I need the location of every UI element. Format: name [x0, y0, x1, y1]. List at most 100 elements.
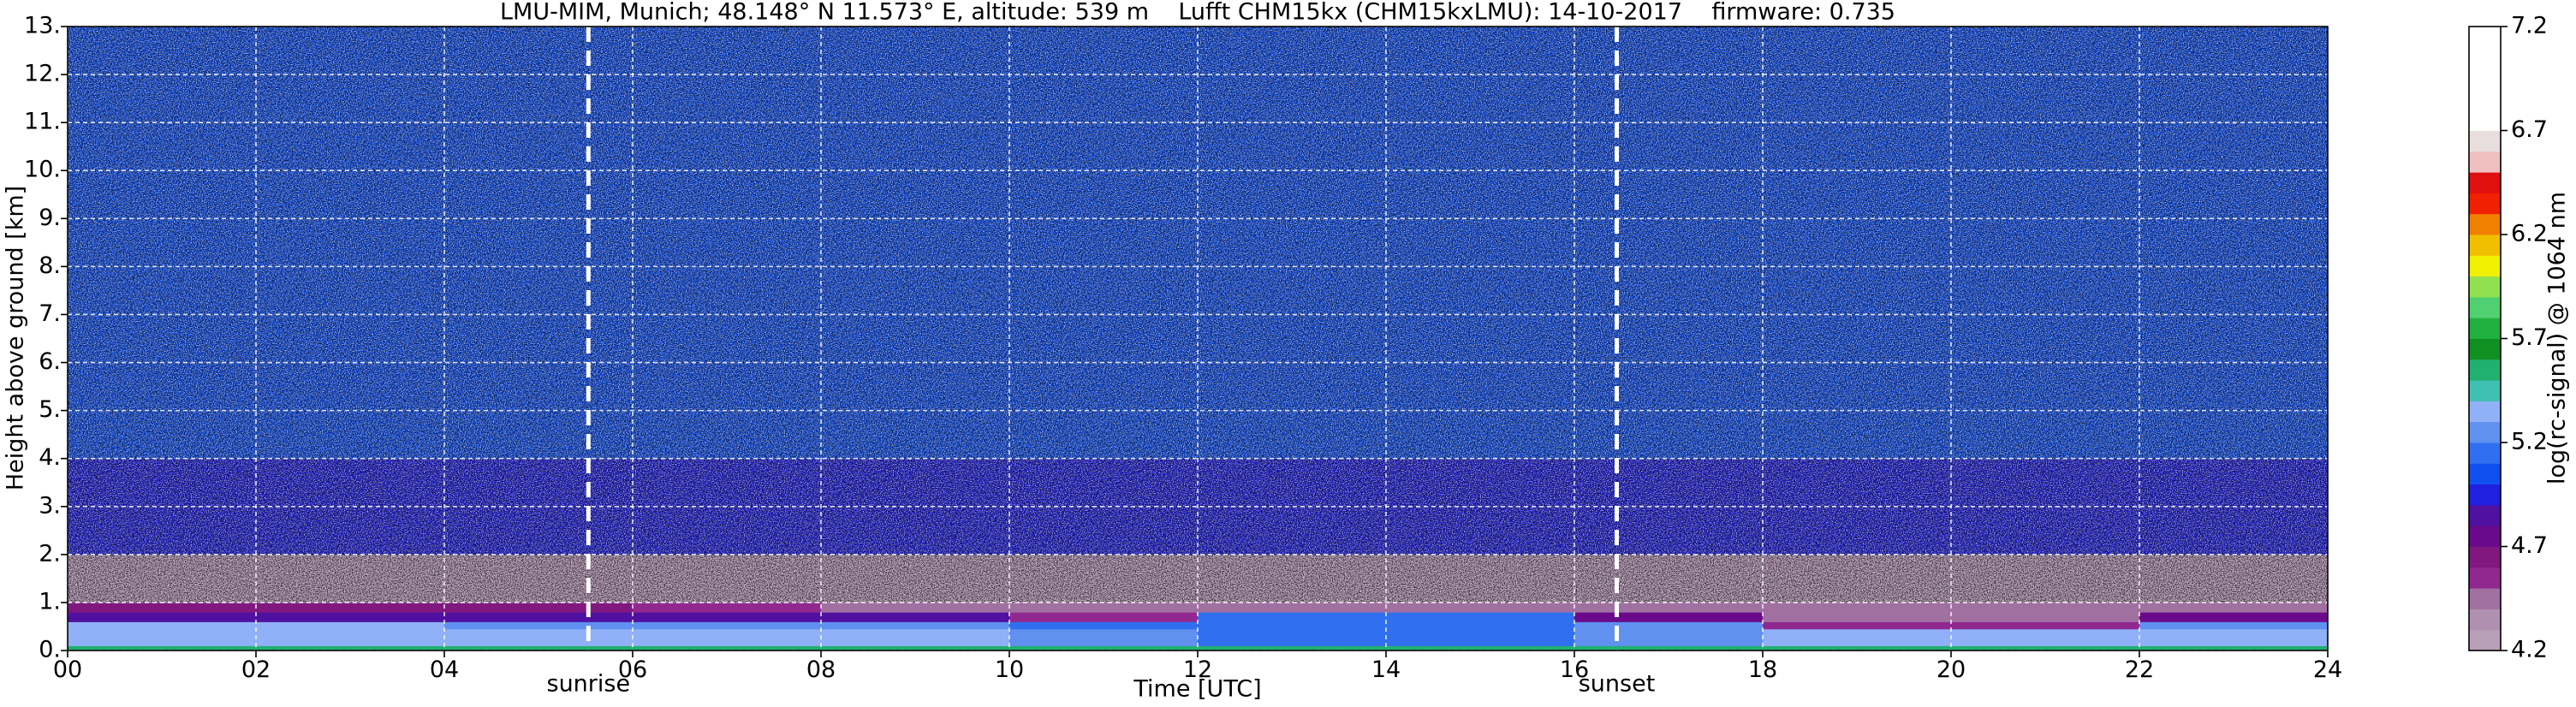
heatmap-cell	[1386, 612, 1575, 622]
heatmap-cell	[821, 645, 1010, 651]
colorbar-swatch	[2469, 296, 2501, 318]
heatmap-cell	[444, 602, 634, 613]
heatmap-cell	[256, 602, 445, 613]
heatmap-cell	[821, 628, 1010, 646]
x-tick-label: 20	[1936, 656, 1966, 683]
colorbar-swatch	[2469, 193, 2501, 215]
x-tick-label: 10	[995, 656, 1024, 683]
y-tick-label: 8.	[39, 253, 61, 279]
colorbar-swatch	[2469, 629, 2501, 651]
heatmap-cell	[1009, 612, 1199, 622]
colorbar-label: log(rc-signal) @ 1064 nm	[2544, 192, 2571, 484]
colorbar-tick-label: 6.2	[2511, 221, 2548, 247]
heatmap-cell	[444, 621, 634, 630]
colorbar-swatch	[2469, 463, 2501, 485]
heatmap-cell	[633, 621, 822, 630]
x-tick-label: 14	[1371, 656, 1401, 683]
x-tick-label: 00	[53, 656, 82, 683]
heatmap-cell	[68, 602, 257, 613]
plot-frame	[67, 26, 2329, 651]
colorbar-swatch	[2469, 380, 2501, 401]
y-axis-label: Height above ground [km]	[3, 186, 29, 490]
colorbar-swatch	[2469, 47, 2501, 69]
colorbar-swatch	[2469, 359, 2501, 381]
heatmap-cell	[1009, 628, 1199, 646]
y-tick-label: 3.	[39, 492, 61, 519]
y-tick-label: 2.	[39, 540, 61, 567]
colorbar: 4.2 4.7 5.2 5.7 6.2 6.7 7.2	[2468, 13, 2548, 663]
colorbar-swatch	[2469, 526, 2501, 547]
heatmap-cell	[1386, 645, 1575, 651]
heatmap-cell	[1386, 621, 1575, 630]
annotation-label: sunset	[1579, 671, 1656, 698]
colorbar-swatch	[2469, 235, 2501, 256]
heatmap-cell	[2139, 645, 2329, 651]
colorbar-tick-label: 7.2	[2511, 13, 2548, 39]
heatmap-cell	[1951, 612, 2140, 622]
x-tick-label: 22	[2125, 656, 2154, 683]
colorbar-swatch	[2469, 338, 2501, 360]
annotation-label: sunrise	[547, 671, 631, 698]
heatmap-cell	[1763, 621, 1952, 630]
heatmap-cell	[633, 602, 822, 613]
colorbar-swatch	[2469, 68, 2501, 90]
colorbar-swatch	[2469, 130, 2501, 152]
heatmap-cell	[444, 628, 634, 646]
y-tick-label: 11.	[24, 109, 61, 135]
colorbar-tick-label: 5.7	[2511, 324, 2548, 351]
heatmap-cell	[256, 612, 445, 622]
heatmap-cell	[1198, 628, 1387, 646]
colorbar-swatch	[2469, 27, 2501, 48]
colorbar-tick-label: 4.2	[2511, 637, 2548, 663]
colorbar-swatch	[2469, 484, 2501, 506]
colorbar-swatch	[2469, 213, 2501, 235]
heatmap-cell	[1574, 621, 1764, 630]
y-tick-label: 1.	[39, 588, 61, 615]
heatmap-cell	[1009, 602, 1199, 613]
y-tick-label: 0.	[39, 637, 61, 663]
heatmap-cell	[1763, 645, 1952, 651]
y-tick-label: 6.	[39, 348, 61, 375]
heatmap-cell	[1951, 628, 2140, 646]
y-tick-label: 7.	[39, 300, 61, 327]
heatmap-cell	[2139, 628, 2329, 646]
heatmap-cell	[821, 602, 1010, 613]
x-tick-label: 08	[806, 656, 836, 683]
colorbar-swatch	[2469, 276, 2501, 298]
heatmap-cell	[1198, 612, 1387, 622]
colorbar-tick-label: 4.7	[2511, 532, 2548, 559]
colorbar-tick-label: 6.7	[2511, 116, 2548, 143]
heatmap-cell	[444, 612, 634, 622]
heatmap-cell	[2139, 621, 2329, 630]
y-tick-label: 4.	[39, 444, 61, 471]
heatmap-cell	[1951, 621, 2140, 630]
heatmap-cell	[68, 628, 257, 646]
heatmap-cell	[633, 645, 822, 651]
x-tick-label: 16	[1560, 656, 1589, 683]
heatmap-cell	[1009, 621, 1199, 630]
y-tick-label: 10.	[24, 157, 61, 183]
heatmap-cell	[256, 628, 445, 646]
heatmap-cell	[1574, 612, 1764, 622]
chart-title: LMU-MIM, Munich; 48.148° N 11.573° E, al…	[500, 0, 1895, 26]
heatmap-cell	[1574, 602, 1764, 613]
colorbar-swatch	[2469, 88, 2501, 110]
heatmap-cell	[1763, 612, 1952, 622]
heatmap-cell	[1763, 628, 1952, 646]
colorbar-swatch	[2469, 588, 2501, 609]
heatmap-cell	[1386, 602, 1575, 613]
colorbar-swatch	[2469, 172, 2501, 193]
colorbar-swatch	[2469, 110, 2501, 131]
heatmap-cell	[821, 612, 1010, 622]
heatmap-cell	[1386, 628, 1575, 646]
heatmap-cell	[68, 612, 257, 622]
heatmap-cell	[633, 612, 822, 622]
colorbar-swatch	[2469, 421, 2501, 443]
colorbar-swatch	[2469, 401, 2501, 423]
heatmap-cell	[2139, 612, 2329, 622]
heatmap-cell	[444, 645, 634, 651]
heatmap-cell	[2139, 602, 2329, 613]
y-tick-label: 12.	[24, 61, 61, 87]
y-tick-label: 9.	[39, 205, 61, 231]
